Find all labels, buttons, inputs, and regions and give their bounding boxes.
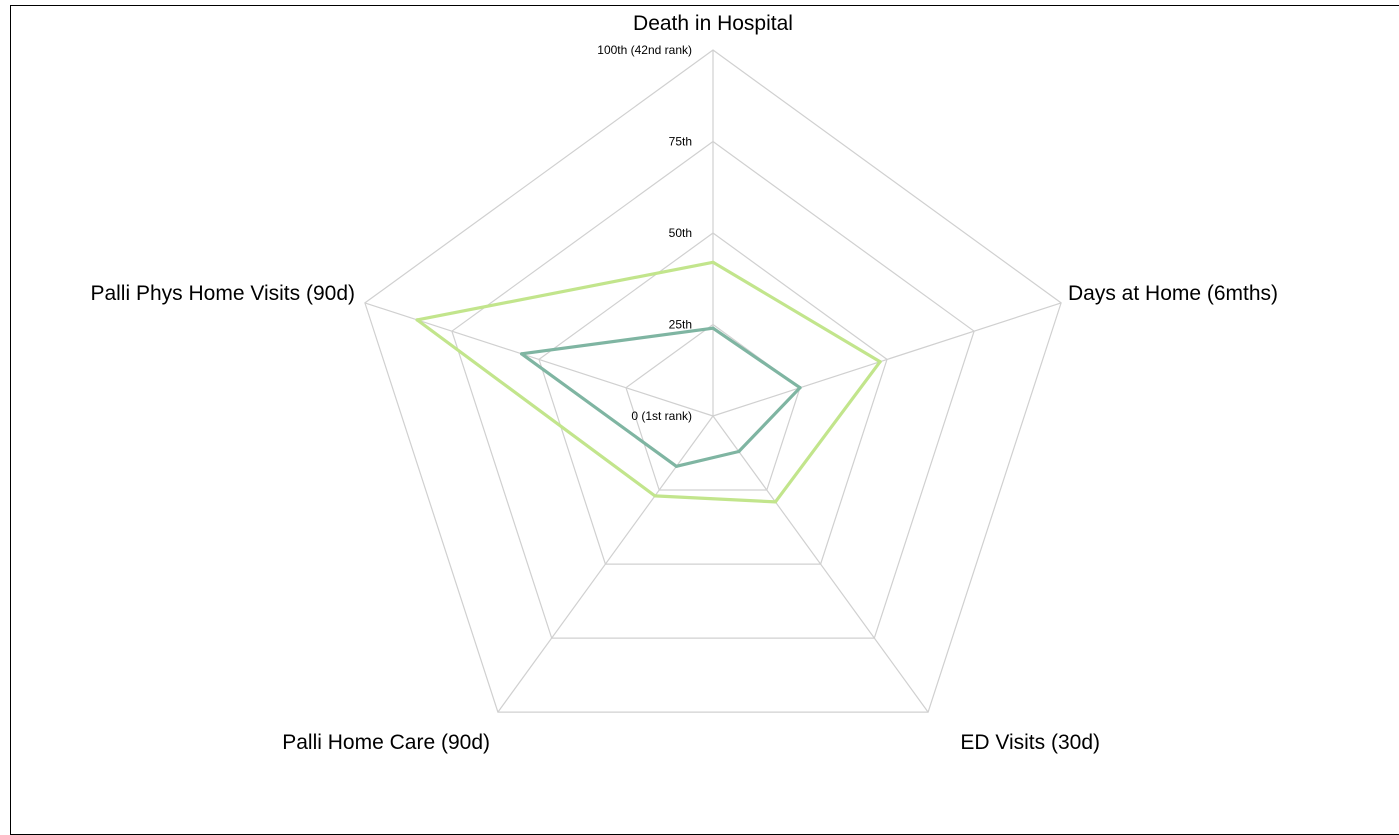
series-1-point-days-at-home-6mths [878,360,882,364]
series-2-point-death-in-hospital [711,326,715,330]
spoke-days-at-home-6mths [712,302,1062,417]
radial-tick-label: 25th [669,318,692,332]
series-1-point-ed-visits-30d [773,500,778,504]
axis-labels: Death in Hospital Days at Home (6mths) ED … [90,12,1278,754]
spoke-ed-visits-30d [712,415,929,713]
radial-tick-label: 50th [669,226,692,240]
radar-grid [364,49,1062,713]
radial-tick-label: 75th [669,135,692,149]
grid-ring-50 [538,232,888,565]
chart-frame [10,5,1399,835]
series-2-point-palli-home-care-90d [674,464,679,468]
spoke-palli-phys-home-visits-90d [364,302,714,417]
axis-label-palli-phys-home-visits-90d: Palli Phys Home Visits (90d) [90,282,355,305]
series-line-1 [415,260,882,504]
series-1-point-death-in-hospital [711,260,715,264]
series-2-point-ed-visits-30d [737,449,741,454]
radial-tick-label: 100th (42nd rank) [597,43,692,57]
series-line-2 [519,326,802,468]
grid-ring-75 [451,140,975,639]
series-1-point-palli-phys-home-visits-90d [415,318,419,322]
radial-tick-labels: 0 (1st rank) 25th 50th 75th 100th (42nd rank… [597,43,692,423]
series-1-point-palli-home-care-90d [653,494,657,498]
axis-label-palli-home-care-90d: Palli Home Care (90d) [282,731,490,754]
radial-tick-label: 0 (1st rank) [631,409,692,423]
series-2-point-palli-phys-home-visits-90d [520,352,524,356]
axis-label-ed-visits-30d: ED Visits (30d) [960,731,1100,754]
series-2-point-days-at-home-6mths [798,386,802,390]
grid-ring-100 [364,49,1062,713]
axis-label-death-in-hospital: Death in Hospital [633,12,793,35]
axis-label-days-at-home-6mths: Days at Home (6mths) [1068,282,1278,305]
radar-series [415,260,882,504]
